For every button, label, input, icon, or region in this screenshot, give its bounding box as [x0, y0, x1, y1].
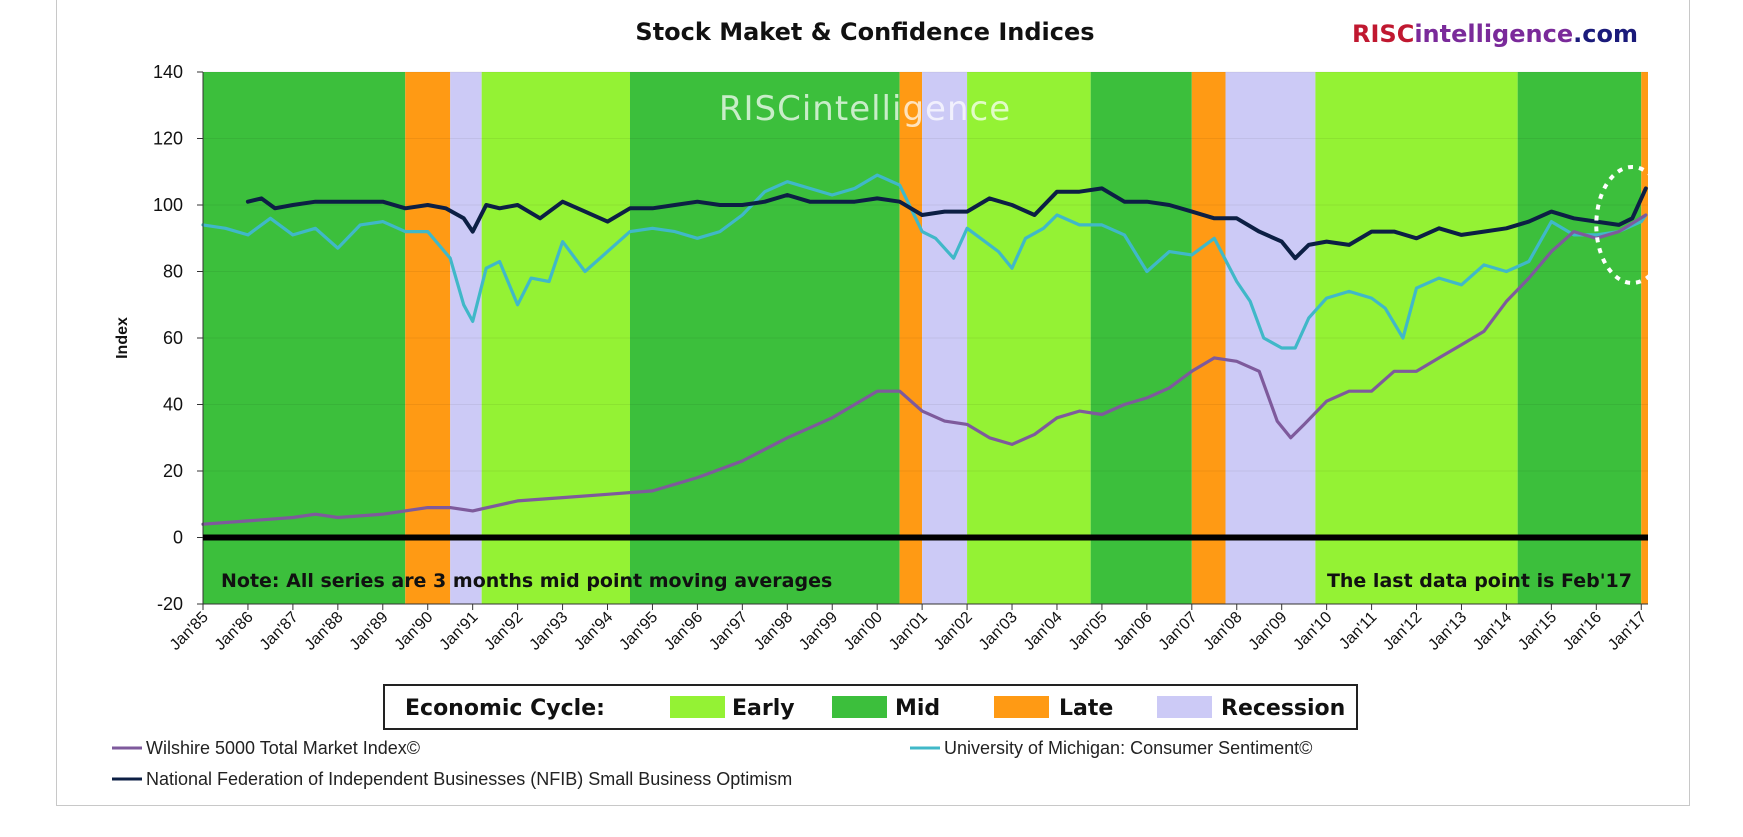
x-tick-label: Jan'07: [1156, 609, 1201, 654]
swatch-late: [994, 696, 1049, 718]
cycle-band-late: [405, 72, 451, 604]
x-tick-label: Jan'17: [1605, 609, 1650, 654]
series-line-wilshire: [201, 213, 1648, 526]
y-tick-label: 140: [153, 62, 183, 82]
x-tick-label: Jan'13: [1425, 609, 1470, 654]
series-legend: Wilshire 5000 Total Market Index© Univer…: [112, 738, 1312, 789]
x-tick-label: Jan'90: [392, 609, 437, 654]
brand-part-domain: .com: [1573, 20, 1638, 48]
note-left: Note: All series are 3 months mid point …: [221, 570, 832, 592]
x-tick-label: Jan'98: [751, 609, 796, 654]
cycle-band-mid: [1090, 72, 1192, 604]
legend-early-label: Early: [732, 696, 795, 721]
x-tick-label: Jan'96: [661, 609, 706, 654]
x-tick-label: Jan'04: [1021, 609, 1066, 654]
cycle-legend: Economic Cycle: Early Mid Late Recession: [383, 684, 1358, 730]
watermark: RISCintelligence: [719, 89, 1011, 129]
brand-part-risc: RISC: [1352, 20, 1414, 48]
x-tick-label: Jan'88: [302, 609, 347, 654]
swatch-mid: [832, 696, 887, 718]
series-lines: [201, 173, 1648, 526]
x-tick-label: Jan'00: [841, 609, 886, 654]
legend-label-wilshire: Wilshire 5000 Total Market Index©: [146, 738, 420, 758]
x-tick-label: Jan'12: [1380, 609, 1425, 654]
y-tick-label: 120: [153, 129, 183, 149]
x-tick-label: Jan'01: [886, 609, 931, 654]
swatch-recession: [1157, 696, 1212, 718]
x-tick-label: Jan'94: [571, 609, 616, 654]
note-right: The last data point is Feb'17: [1327, 570, 1632, 592]
y-tick-label: -20: [157, 594, 183, 614]
x-tick-label: Jan'85: [167, 609, 212, 654]
x-tick-label: Jan'99: [796, 609, 841, 654]
highlight-ellipse: [1594, 164, 1671, 285]
x-tick-label: Jan'89: [347, 609, 392, 654]
cycle-band-mid: [629, 72, 900, 604]
x-tick-labels: Jan'85 Jan'86 Jan'87 Jan'88 Jan'89 Jan'90 Jan'…: [167, 604, 1650, 654]
cycle-band-late: [1641, 72, 1648, 604]
x-tick-label: Jan'10: [1290, 609, 1335, 654]
legend-label-nfib: National Federation of Independent Busin…: [146, 769, 792, 789]
y-tick-label: 20: [163, 461, 183, 481]
x-tick-label: Jan'91: [436, 609, 481, 654]
x-tick-label: Jan'97: [706, 609, 751, 654]
cycle-legend-title: Economic Cycle:: [405, 696, 605, 721]
x-tick-label: Jan'05: [1066, 609, 1111, 654]
cycle-bands: [203, 72, 1648, 604]
y-tick-labels: 140 120 100 80 60 40 20 0 -20: [153, 62, 203, 614]
cycle-band-early: [481, 72, 630, 604]
cycle-band-recession: [922, 72, 968, 604]
legend-label-michigan: University of Michigan: Consumer Sentime…: [944, 738, 1312, 758]
cycle-band-recession: [450, 72, 482, 604]
cycle-band-mid: [1517, 72, 1642, 604]
cycle-band-late: [1191, 72, 1226, 604]
legend-late-label: Late: [1059, 696, 1113, 721]
chart-title: Stock Maket & Confidence Indices: [635, 18, 1094, 46]
x-tick-label: Jan'11: [1336, 609, 1380, 653]
legend-mid-label: Mid: [895, 696, 940, 721]
x-tick-label: Jan'92: [481, 609, 526, 654]
series-line-nfib: [245, 186, 1648, 261]
brand-text: RISCintelligence.com: [1352, 20, 1638, 48]
x-tick-label: Jan'06: [1111, 609, 1156, 654]
y-tick-label: 80: [163, 262, 183, 282]
x-tick-label: Jan'16: [1560, 609, 1605, 654]
swatch-early: [670, 696, 725, 718]
x-tick-label: Jan'03: [976, 609, 1021, 654]
cycle-band-early: [967, 72, 1091, 604]
x-tick-label: Jan'09: [1246, 609, 1291, 654]
x-tick-label: Jan'15: [1515, 609, 1560, 654]
x-tick-label: Jan'95: [616, 609, 661, 654]
x-tick-label: Jan'87: [257, 609, 302, 654]
series-line-michigan: [201, 173, 1648, 350]
x-tick-label: Jan'86: [212, 609, 257, 654]
y-tick-label: 40: [163, 395, 183, 415]
x-tick-label: Jan'02: [931, 609, 976, 654]
x-tick-label: Jan'14: [1470, 609, 1515, 654]
y-tick-label: 60: [163, 328, 183, 348]
y-axis-label: Index: [114, 317, 131, 359]
cycle-band-early: [1315, 72, 1518, 604]
y-tick-label: 0: [173, 528, 183, 548]
x-tick-label: Jan'93: [526, 609, 571, 654]
x-tick-label: Jan'08: [1201, 609, 1246, 654]
y-tick-label: 100: [153, 195, 183, 215]
brand-part-intelligence: intelligence: [1414, 20, 1573, 48]
legend-recession-label: Recession: [1221, 696, 1345, 721]
